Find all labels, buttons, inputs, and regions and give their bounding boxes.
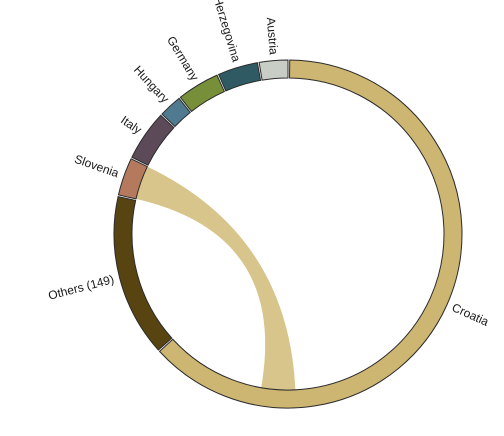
- label-croatia: Croatia: [450, 300, 491, 329]
- arc-italy[interactable]: [131, 114, 175, 166]
- chord-slovenia-croatia[interactable]: [135, 166, 296, 391]
- label-austria: Austria: [264, 17, 281, 56]
- label-hungary: Hungary: [131, 63, 172, 106]
- arc-austria[interactable]: [258, 59, 289, 81]
- label-slovenia: Slovenia: [73, 152, 121, 181]
- arc-germany[interactable]: [179, 74, 226, 113]
- arc-others-149[interactable]: [113, 195, 173, 351]
- label-germany: Germany: [164, 34, 202, 83]
- label-others-149: Others (149): [47, 272, 116, 303]
- label-italy: Italy: [118, 113, 144, 137]
- arc-croatia[interactable]: [158, 59, 463, 409]
- label-bosnia-and-herzegovina: Bosnia and Herzegovina: [192, 0, 243, 64]
- arc-slovenia[interactable]: [117, 158, 148, 200]
- arc-bosnia-and-herzegovina[interactable]: [217, 62, 262, 92]
- arc-hungary[interactable]: [161, 97, 191, 128]
